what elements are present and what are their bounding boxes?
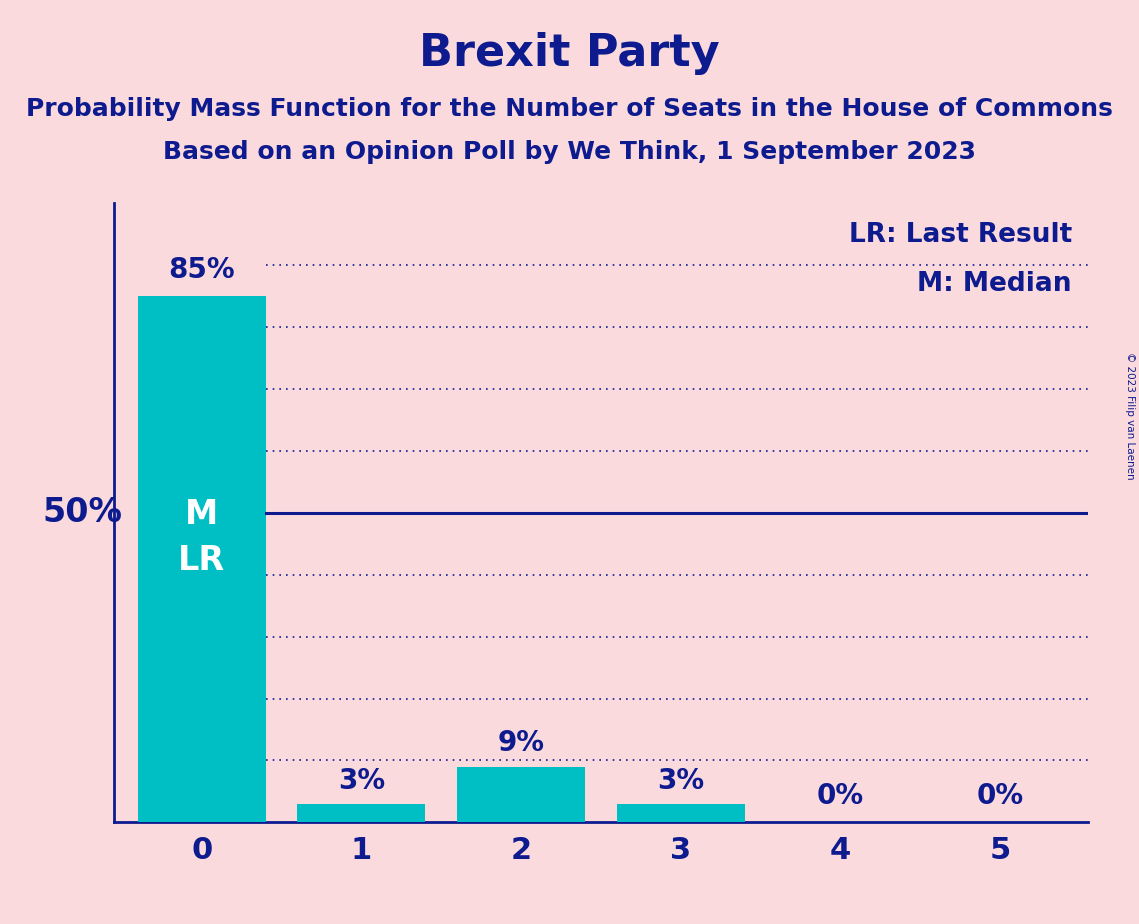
Bar — [297, 804, 425, 822]
Text: Brexit Party: Brexit Party — [419, 32, 720, 76]
Text: 9%: 9% — [498, 729, 544, 758]
Text: M: Median: M: Median — [917, 272, 1072, 298]
Text: 3%: 3% — [657, 767, 704, 795]
Bar — [457, 767, 584, 822]
Text: © 2023 Filip van Laenen: © 2023 Filip van Laenen — [1125, 352, 1134, 480]
Bar — [138, 296, 265, 822]
Text: 3%: 3% — [338, 767, 385, 795]
Bar — [617, 804, 745, 822]
Text: 85%: 85% — [169, 256, 235, 284]
Text: 0%: 0% — [817, 782, 863, 810]
Text: Probability Mass Function for the Number of Seats in the House of Commons: Probability Mass Function for the Number… — [26, 97, 1113, 121]
Text: 0%: 0% — [976, 782, 1024, 810]
Text: LR: Last Result: LR: Last Result — [849, 222, 1072, 248]
Text: Based on an Opinion Poll by We Think, 1 September 2023: Based on an Opinion Poll by We Think, 1 … — [163, 140, 976, 164]
Text: 50%: 50% — [42, 496, 122, 529]
Text: M
LR: M LR — [178, 498, 226, 578]
